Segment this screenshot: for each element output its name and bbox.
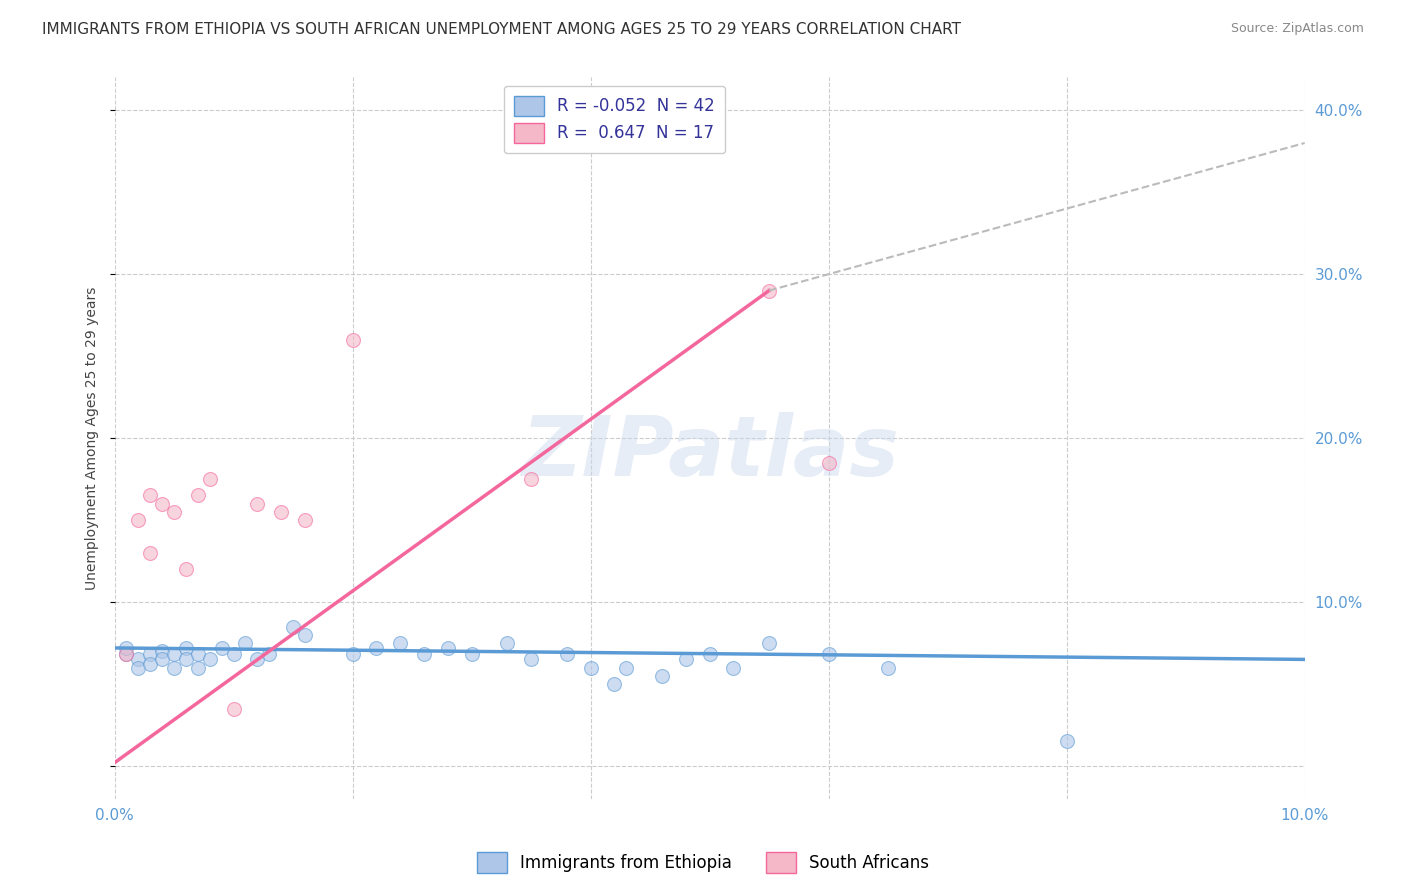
Point xyxy=(139,657,162,672)
Point xyxy=(174,562,197,576)
Point xyxy=(579,660,602,674)
Point xyxy=(758,636,780,650)
Point xyxy=(496,636,519,650)
Point xyxy=(817,456,839,470)
Text: IMMIGRANTS FROM ETHIOPIA VS SOUTH AFRICAN UNEMPLOYMENT AMONG AGES 25 TO 29 YEARS: IMMIGRANTS FROM ETHIOPIA VS SOUTH AFRICA… xyxy=(42,22,962,37)
Point xyxy=(270,505,292,519)
Point xyxy=(366,640,388,655)
Point xyxy=(211,640,233,655)
Point xyxy=(115,640,138,655)
Point xyxy=(222,648,245,662)
Point xyxy=(163,505,186,519)
Point xyxy=(139,488,162,502)
Point xyxy=(281,619,304,633)
Point xyxy=(877,660,900,674)
Point xyxy=(555,648,578,662)
Point xyxy=(342,648,364,662)
Text: Source: ZipAtlas.com: Source: ZipAtlas.com xyxy=(1230,22,1364,36)
Point xyxy=(163,660,186,674)
Point xyxy=(150,652,173,666)
Point xyxy=(150,644,173,658)
Point xyxy=(651,669,673,683)
Point xyxy=(139,546,162,560)
Point xyxy=(758,284,780,298)
Point xyxy=(1056,734,1078,748)
Point xyxy=(150,497,173,511)
Point xyxy=(127,652,149,666)
Point xyxy=(127,513,149,527)
Point xyxy=(198,652,221,666)
Text: ZIPatlas: ZIPatlas xyxy=(520,412,898,493)
Point xyxy=(187,660,209,674)
Point xyxy=(198,472,221,486)
Point xyxy=(520,472,543,486)
Point xyxy=(187,488,209,502)
Point xyxy=(187,648,209,662)
Point xyxy=(115,648,138,662)
Point xyxy=(259,648,281,662)
Point xyxy=(342,333,364,347)
Point xyxy=(294,513,316,527)
Point xyxy=(817,648,839,662)
Point xyxy=(294,628,316,642)
Point xyxy=(603,677,626,691)
Point xyxy=(222,701,245,715)
Point xyxy=(520,652,543,666)
Point xyxy=(246,652,269,666)
Point xyxy=(413,648,436,662)
Point xyxy=(174,652,197,666)
Point xyxy=(139,648,162,662)
Point xyxy=(723,660,745,674)
Legend: Immigrants from Ethiopia, South Africans: Immigrants from Ethiopia, South Africans xyxy=(471,846,935,880)
Point xyxy=(235,636,257,650)
Point xyxy=(699,648,721,662)
Legend: R = -0.052  N = 42, R =  0.647  N = 17: R = -0.052 N = 42, R = 0.647 N = 17 xyxy=(503,86,725,153)
Point xyxy=(460,648,482,662)
Point xyxy=(614,660,637,674)
Point xyxy=(389,636,412,650)
Y-axis label: Unemployment Among Ages 25 to 29 years: Unemployment Among Ages 25 to 29 years xyxy=(86,286,100,590)
Point xyxy=(675,652,697,666)
Point xyxy=(127,660,149,674)
Point xyxy=(174,640,197,655)
Point xyxy=(246,497,269,511)
Point xyxy=(115,648,138,662)
Point xyxy=(163,648,186,662)
Point xyxy=(436,640,458,655)
